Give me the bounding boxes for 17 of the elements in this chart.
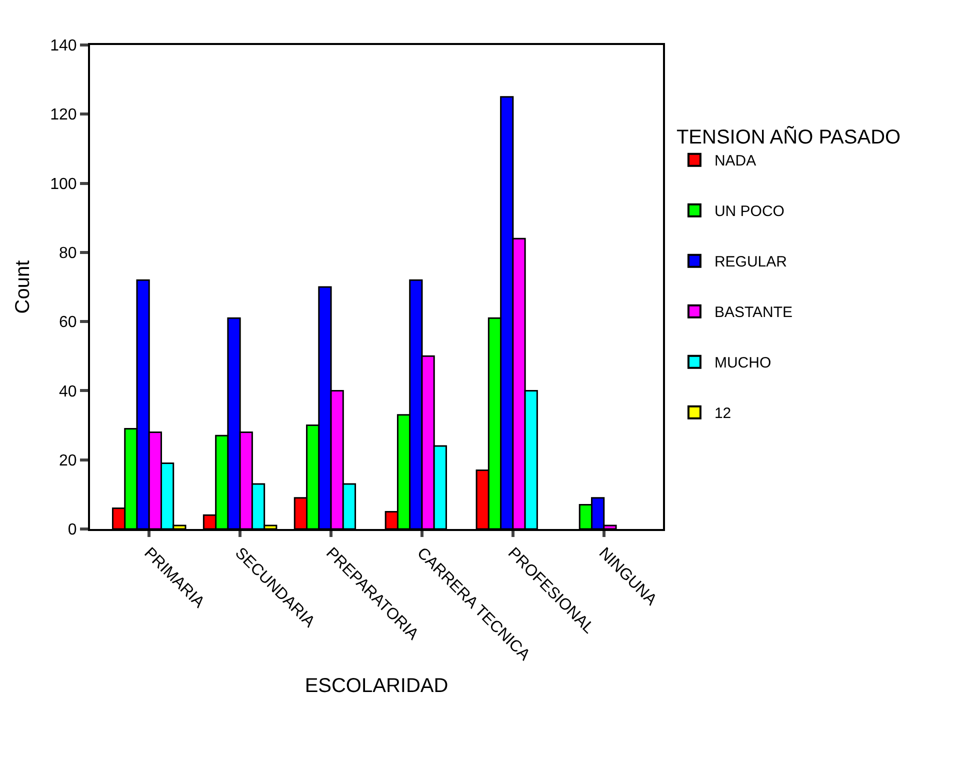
legend-label: UN POCO	[714, 203, 784, 220]
legend-title: TENSION AÑO PASADO	[676, 126, 901, 149]
y-tick-label: 80	[59, 245, 77, 262]
y-tick-label: 100	[50, 176, 77, 193]
y-tick-label: 140	[50, 38, 77, 55]
legend-label: NADA	[714, 152, 756, 170]
legend-label: MUCHO	[714, 354, 772, 372]
y-tick-label: 20	[59, 452, 77, 470]
y-tick-label: 0	[68, 522, 77, 539]
legend-label: REGULAR	[714, 254, 788, 271]
legend-label: BASTANTE	[714, 304, 793, 322]
y-axis-title: Count	[12, 260, 34, 314]
y-tick-label: 60	[59, 314, 77, 332]
y-tick-label: 40	[59, 383, 77, 400]
x-axis-title: ESCOLARIDAD	[304, 675, 448, 698]
y-tick-label: 120	[50, 106, 77, 124]
legend-label: 12	[714, 405, 732, 422]
